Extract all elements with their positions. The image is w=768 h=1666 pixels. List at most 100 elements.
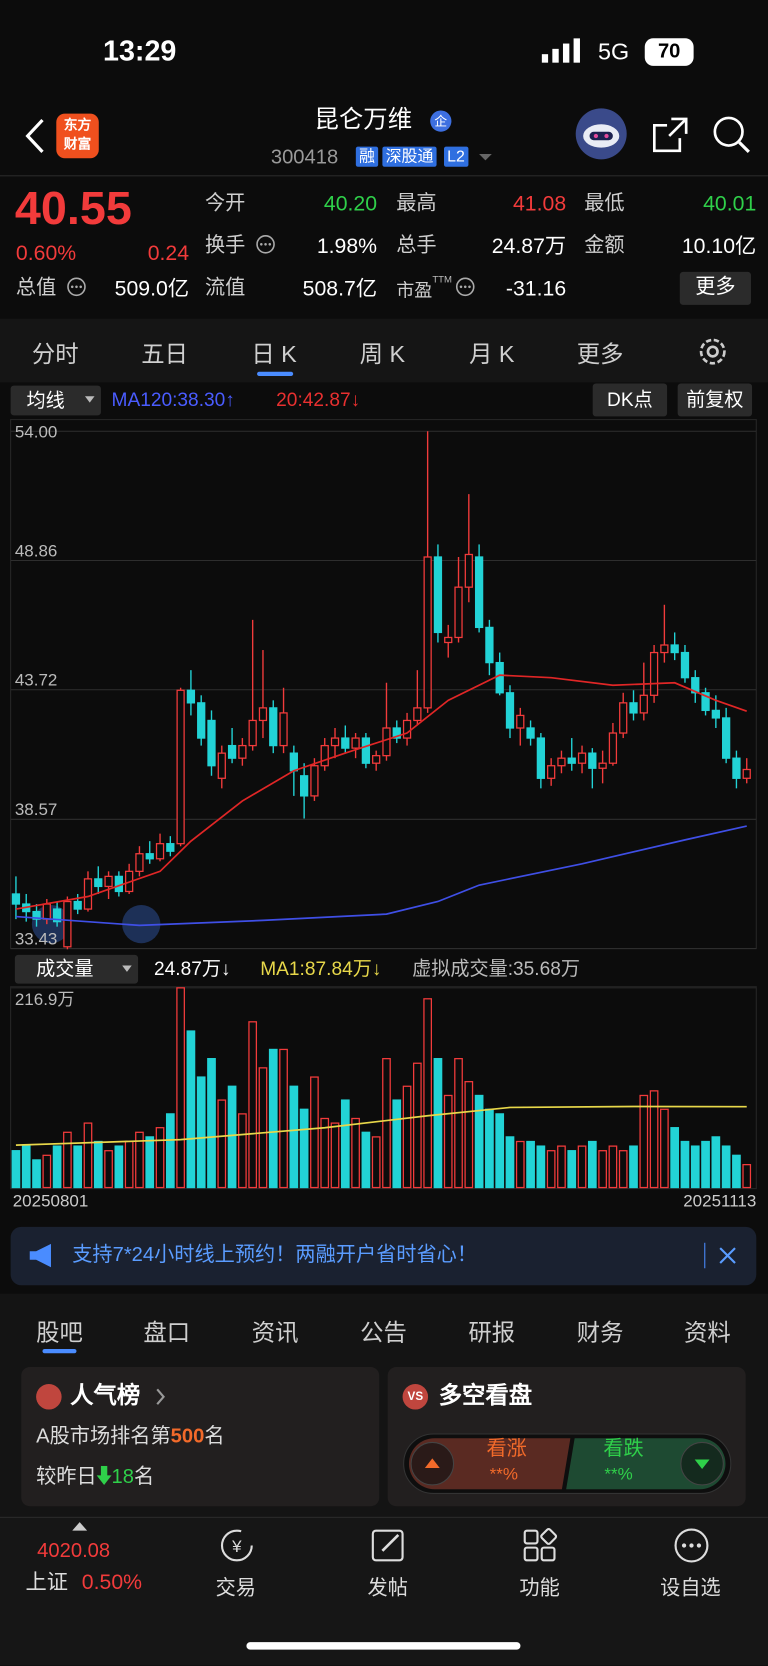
period-tab[interactable]: 分时 <box>31 340 79 368</box>
content-tab[interactable]: 盘口 <box>143 1319 191 1346</box>
volume-bar <box>73 1145 83 1189</box>
candle-body <box>526 727 535 739</box>
volume-bar <box>176 987 185 1189</box>
content-tab[interactable]: 资讯 <box>251 1319 299 1346</box>
content-tab-active[interactable]: 股吧 <box>36 1319 83 1346</box>
nav-label[interactable]: 发帖 <box>367 1577 408 1600</box>
volume-bar <box>196 1076 206 1189</box>
stat-value: 40.01 <box>703 192 757 216</box>
candle-body <box>330 737 340 747</box>
dk-button[interactable]: DK点 <box>592 383 668 417</box>
candle-body <box>155 843 165 860</box>
period-tab[interactable]: 五日 <box>141 340 189 368</box>
candle-body <box>567 757 576 764</box>
index-value[interactable]: 4020.08 <box>37 1540 111 1563</box>
volume-bar <box>32 1159 41 1189</box>
candle-body <box>670 644 679 654</box>
price: 40.55 <box>14 182 132 235</box>
share-icon[interactable] <box>650 115 690 155</box>
divider <box>704 1242 706 1269</box>
volume-bar <box>742 1164 752 1189</box>
candle-body <box>474 556 484 629</box>
volume-bar <box>690 1145 700 1189</box>
volume-bar <box>268 1048 278 1189</box>
dropdown-icon[interactable] <box>478 152 493 163</box>
function-icon[interactable] <box>522 1527 560 1563</box>
watchlist-icon[interactable] <box>672 1527 710 1563</box>
candle-body <box>248 719 257 747</box>
banner[interactable] <box>10 1226 757 1286</box>
candle-body <box>382 727 391 757</box>
stat-label: 今开 <box>205 192 246 215</box>
period-tab[interactable]: 周 K <box>359 340 406 368</box>
post-icon[interactable] <box>370 1527 408 1563</box>
app-logo[interactable]: 东方 财富 <box>56 113 99 159</box>
bear-pct: **% <box>604 1465 633 1484</box>
candle-body <box>114 875 124 893</box>
nav-label[interactable]: 交易 <box>215 1577 256 1600</box>
trade-icon[interactable]: ¥ <box>218 1527 256 1563</box>
virtual-volume-label: 虚拟成交量:35.68万 <box>412 958 581 980</box>
zoom-button[interactable] <box>122 904 161 944</box>
candle-body <box>372 755 381 764</box>
sentiment-pill <box>403 1433 732 1494</box>
stat-value: 509.0亿 <box>114 277 190 301</box>
settings-icon[interactable] <box>696 335 730 369</box>
candle-body <box>11 893 21 905</box>
assistant-avatar[interactable] <box>574 106 631 161</box>
content-tab[interactable]: 资料 <box>684 1319 731 1346</box>
popularity-card[interactable] <box>21 1367 380 1507</box>
stat-label: 总值 <box>15 277 57 300</box>
volume-bar <box>63 1131 72 1189</box>
content-tab[interactable]: 研报 <box>468 1319 516 1346</box>
content-tab[interactable]: 财务 <box>576 1319 624 1346</box>
period-tab[interactable]: 更多 <box>576 340 624 368</box>
stat-label: 流值 <box>205 277 246 300</box>
ma-selector[interactable]: 均线 <box>10 385 101 416</box>
moving-average-line <box>15 1105 747 1147</box>
candle-body <box>238 744 247 759</box>
tab-indicator <box>42 1348 77 1354</box>
network: 5G <box>598 38 630 65</box>
volume-bar <box>505 1136 515 1189</box>
volume-bar <box>371 1136 381 1189</box>
down-arrow <box>96 1465 112 1485</box>
volume-selector[interactable]: 成交量 <box>14 954 139 984</box>
volume-bar <box>217 1099 227 1189</box>
candle-body <box>711 709 720 719</box>
tab-bar <box>0 318 768 383</box>
tab-indicator <box>257 371 294 377</box>
content-tab[interactable]: 公告 <box>360 1319 407 1346</box>
candle-body <box>691 677 700 694</box>
volume-bar <box>351 1117 360 1189</box>
volume-bar <box>711 1136 721 1189</box>
back-button[interactable] <box>21 117 49 155</box>
period-tab-active[interactable]: 日 K <box>251 340 297 368</box>
info-icon[interactable] <box>255 234 276 255</box>
chevron <box>156 1388 165 1405</box>
volume-bar <box>412 1062 422 1189</box>
nav-label[interactable]: 设自选 <box>660 1577 721 1600</box>
rank-change: 较昨日 18名 <box>36 1465 154 1487</box>
nav-label[interactable]: 功能 <box>519 1577 560 1600</box>
volume-bar <box>238 1113 247 1189</box>
search-icon[interactable] <box>712 115 752 155</box>
more-button[interactable]: 更多 <box>679 271 751 305</box>
info-icon[interactable] <box>66 276 87 297</box>
stat-value: -31.16 <box>505 277 567 301</box>
candle-body <box>619 702 628 734</box>
signal-icon <box>541 38 580 63</box>
candle-body <box>279 712 288 747</box>
volume-bar <box>454 1058 463 1189</box>
candle-body <box>310 765 319 797</box>
candle-body <box>629 702 638 714</box>
info-icon[interactable] <box>455 276 476 297</box>
period-tab[interactable]: 月 K <box>469 340 515 368</box>
candle-body <box>361 737 371 764</box>
candle-body <box>258 707 268 722</box>
volume-bar <box>42 1154 52 1189</box>
volume-bar <box>721 1145 731 1189</box>
y-tick-label: 43.72 <box>15 671 58 690</box>
close-button[interactable] <box>718 1246 737 1265</box>
adjust-button[interactable]: 前复权 <box>677 383 753 417</box>
